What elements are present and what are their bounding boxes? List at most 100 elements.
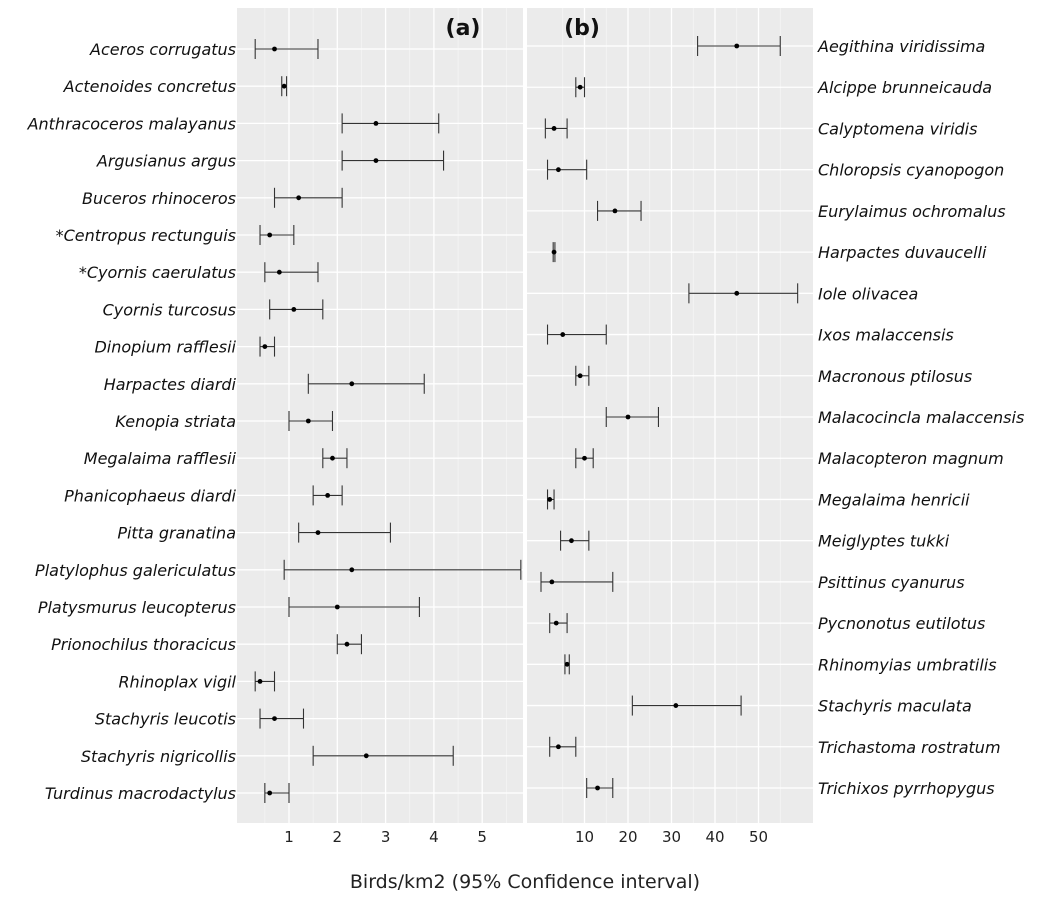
species-label: Trichastoma rostratum [818,738,1001,757]
species-label: Psittinus cyanurus [818,573,965,592]
errorbar-a-19 [259,708,305,729]
species-label: Stachyris nigricollis [81,747,236,766]
errorbar-b-10 [605,407,660,427]
errorbar-b-9 [575,365,590,386]
species-label: Kenopia striata [115,412,236,431]
estimate-point [325,493,331,498]
x-tick-label: 3 [381,828,391,846]
errorbar-b-3 [544,118,568,139]
estimate-point [577,373,583,379]
estimate-point [551,126,557,131]
panel-a-marks [254,39,522,803]
errorbar-b-4 [546,159,588,180]
errorbar-b-12 [546,489,555,510]
species-label: Stachyris maculata [818,697,972,716]
estimate-point [305,418,311,424]
errorbar-a-8 [269,299,324,320]
x-tick-label: 20 [618,828,637,846]
panel-b-label: (b) [564,16,600,41]
estimate-point [267,232,273,238]
species-label: Alcippe brunneicauda [817,78,992,97]
errorbar-a-12 [322,448,348,469]
errorbar-a-18 [254,671,276,692]
estimate-point [315,530,321,535]
species-label: Prionochilus thoracicus [51,635,236,654]
errorbar-a-9 [259,336,276,357]
errorbar-b-8 [546,324,607,345]
errorbar-a-2 [281,76,288,97]
x-tick-label: 40 [705,828,724,846]
errorbar-a-7 [264,262,319,283]
errorbar-a-3 [341,113,440,134]
species-label: Platylophus galericulatus [35,561,236,580]
estimate-point [625,414,631,420]
estimate-point [296,195,302,201]
errorbar-a-11 [288,411,334,431]
errorbar-a-1 [254,39,319,59]
species-label: Dinopium rafflesii [94,338,236,357]
panel-b-background [527,8,813,823]
species-label: *Centropus rectunguis [56,226,236,245]
species-label: Buceros rhinoceros [82,189,236,208]
estimate-point [551,249,557,255]
x-axis-title: Birds/km2 (95% Confidence interval) [350,871,700,893]
species-label: Meiglyptes tukki [818,532,950,551]
errorbar-a-20 [312,745,454,766]
errorbar-a-15 [283,559,522,580]
x-tick-label: 2 [333,828,343,846]
errorbar-b-18 [549,736,577,757]
species-label: Pitta granatina [117,524,236,543]
errorbar-a-6 [259,225,295,245]
species-label: Malacocincla malaccensis [818,408,1024,427]
species-label: Malacopteron magnum [818,449,1004,468]
estimate-point [363,753,369,759]
panel-b-species-labels: Aegithina viridissima Alcippe brunneicaud… [817,37,1024,798]
errorbar-a-4 [341,150,445,171]
panel-a-background [237,8,523,823]
estimate-point [553,620,559,626]
errorbar-b-6 [551,242,557,263]
species-label: Anthracoceros malayanus [27,114,236,133]
x-tick-label: 5 [477,828,487,846]
species-label: Platysmurus leucopterus [38,598,236,617]
estimate-point [734,43,740,49]
x-tick-label: 10 [575,828,594,846]
errorbar-a-5 [273,187,343,208]
estimate-point [257,679,263,684]
estimate-point [673,703,679,708]
estimate-point [556,744,561,750]
estimate-point [569,538,574,544]
panel-b-marks [540,36,799,798]
estimate-point [549,579,555,585]
errorbar-b-17 [631,695,742,716]
errorbar-a-21 [264,783,290,803]
panel-a-x-ticks: 1 2 3 4 5 [284,828,487,846]
estimate-point [334,604,340,610]
estimate-point [734,290,740,296]
species-label: Aceros corrugatus [89,40,236,59]
species-label: Chloropsis cyanopogon [818,161,1004,180]
errorbar-b-16 [564,654,570,675]
x-tick-label: 30 [662,828,681,846]
x-tick-label: 50 [749,828,768,846]
estimate-point [272,46,277,52]
estimate-point [556,167,561,173]
estimate-point [582,455,587,461]
species-label: Harpactes duvaucelli [818,243,987,262]
errorbar-b-19 [586,778,614,798]
estimate-point [373,121,379,126]
estimate-point [267,790,273,796]
errorbar-b-5 [596,200,642,221]
species-label: Pycnonotus eutilotus [818,614,985,633]
species-label: Ixos malaccensis [818,326,954,345]
species-label: Trichixos pyrrhopygus [818,779,995,798]
errorbar-a-14 [298,522,391,543]
species-label: Actenoides concretus [63,77,236,96]
errorbar-a-16 [288,597,420,617]
species-label: Rhinomyias umbratilis [818,655,997,674]
estimate-point [349,381,355,387]
species-label: Megalaima henricii [818,490,970,509]
estimate-point [564,661,570,667]
species-label: Iole olivacea [818,284,918,303]
